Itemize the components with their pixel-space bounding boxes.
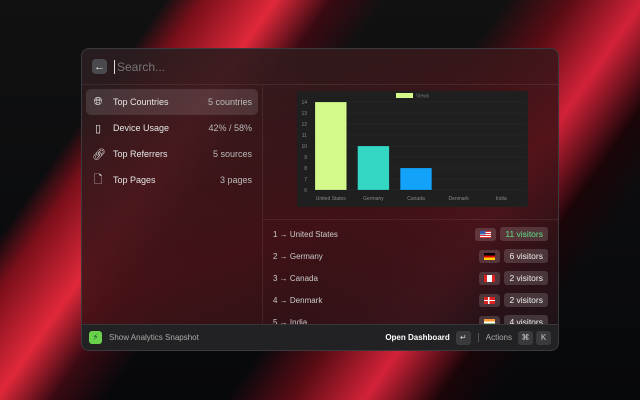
actions-button[interactable]: Actions [485,333,512,342]
legend-swatch [396,93,413,98]
visitors-badge: 6 visitors [504,249,548,263]
sidebar: 🌐︎ Top Countries 5 countries ▯ Device Usage… [82,85,263,324]
y-tick-label: 9 [304,155,307,161]
arrow-left-icon: ← [94,60,105,73]
divider [477,333,479,342]
country-label: 2 → Germany [273,251,323,261]
label: Device Usage [113,123,170,133]
page-icon: 🗋︎ [93,173,103,186]
device-icon: ▯ [94,122,102,135]
flag-de-icon [479,249,501,263]
country-list: 1 → United States 11 visitors 2 → Germany 6… [263,219,558,329]
search-bar: ← [82,49,558,85]
y-tick-label: 7 [304,177,307,183]
back-button[interactable]: ← [92,59,107,74]
country-row[interactable]: 2 → Germany 6 visitors [273,248,548,264]
link-icon: 🔗︎ [92,148,106,161]
country-row[interactable]: 1 → United States 11 visitors [273,226,548,242]
value: 42% / 58% [208,123,252,133]
flag-dk-icon [479,293,501,307]
bar-united-states [314,101,347,191]
sidebar-item-top-referrers[interactable]: 🔗︎ Top Referrers 5 sources [86,141,258,167]
bar-canada [399,167,433,191]
y-tick-label: 6 [304,188,307,194]
launcher-window: ← 🌐︎ Top Countries 5 countries ▯ Device Usa… [81,48,559,351]
y-tick-label: 11 [302,133,307,139]
y-tick-label: 8 [304,166,307,172]
label: Top Countries [113,97,169,107]
command-key-icon: ⌘ [518,330,533,345]
value: 5 countries [207,97,252,107]
sidebar-item-top-countries[interactable]: 🌐︎ Top Countries 5 countries [86,89,258,115]
k-key-icon: K [536,330,551,345]
country-label: 4 → Denmark [273,295,323,305]
footer-title: Show Analytics Snapshot [109,333,199,342]
x-tick-label: Canada [407,196,425,202]
x-tick-label: Germany [363,196,384,202]
footer-bar: ⚡︎ Show Analytics Snapshot Open Dashboar… [82,324,558,350]
x-tick-label: Denmark [448,196,469,202]
globe-icon: 🌐︎ [93,95,103,108]
country-label: 5 → India [273,317,308,327]
visitors-badge: 11 visitors [500,227,548,241]
value: 3 pages [219,175,252,185]
app-logo-icon: ⚡︎ [89,331,102,344]
visitors-badge: 2 visitors [504,293,548,307]
country-label: 3 → Canada [273,273,318,283]
y-tick-label: 10 [301,144,307,150]
open-dashboard-button[interactable]: Open Dashboard [385,333,450,342]
detail-pane: 6 7 8 9 10 11 12 13 14 United States Germany Canada… [263,85,558,329]
x-tick-label: India [496,196,507,202]
y-tick-label: 12 [301,122,307,128]
flag-ca-icon [479,271,501,285]
sidebar-item-device-usage[interactable]: ▯ Device Usage 42% / 58% [86,115,258,141]
search-input[interactable] [114,59,272,74]
bar-germany [357,145,390,191]
x-tick-label: United States [316,196,347,202]
flag-us-icon [475,227,497,241]
y-tick-label: 14 [301,100,307,106]
bar-chart: 6 7 8 9 10 11 12 13 14 United States Germany Canada… [297,91,528,207]
country-label: 1 → United States [273,229,338,239]
legend-label: Views [416,94,430,100]
label: Top Pages [113,175,156,185]
visitors-badge: 2 visitors [504,271,548,285]
country-row[interactable]: 3 → Canada 2 visitors [273,270,548,286]
label: Top Referrers [113,149,168,159]
value: 5 sources [212,149,252,159]
sidebar-item-top-pages[interactable]: 🗋︎ Top Pages 3 pages [86,167,258,193]
enter-key-icon: ↵ [455,330,471,345]
country-row[interactable]: 4 → Denmark 2 visitors [273,292,548,308]
y-tick-label: 13 [301,111,307,117]
